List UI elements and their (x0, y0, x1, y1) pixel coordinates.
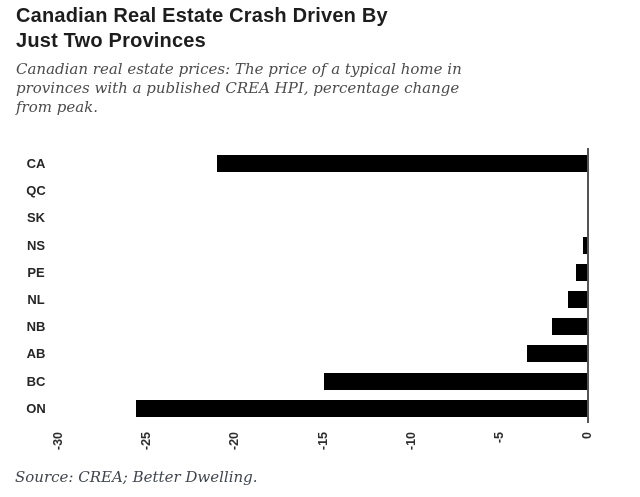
bar-pe (576, 263, 587, 281)
chart-rows: CA QC SK NS PE NL NB AB BC ON (26, 150, 587, 422)
y-axis-label-sk: SK (26, 210, 46, 226)
y-axis-label-on: ON (26, 400, 46, 416)
y-axis-label-qc: QC (26, 183, 46, 199)
x-axis-ticks: -30 -25 -20 -15 -10 -5 0 (51, 432, 594, 466)
chart-row-nl: NL (27, 286, 587, 313)
chart-row-qc: QC (26, 177, 587, 204)
x-tick--15: -15 (308, 432, 338, 466)
chart-row-ns: NS (27, 232, 587, 259)
y-axis-label-nl: NL (27, 292, 45, 308)
bar-nb (551, 318, 587, 336)
x-tick-label: -20 (227, 432, 242, 451)
x-tick-label: -30 (51, 432, 65, 451)
bar-nl (567, 291, 587, 309)
chart-row-nb: NB (27, 313, 587, 340)
chart-row-pe: PE (27, 259, 587, 286)
chart-subtitle-line-3: from peak. (16, 98, 99, 116)
x-tick-label: -5 (491, 432, 506, 444)
x-tick--10: -10 (396, 432, 426, 466)
x-tick-label: -15 (315, 432, 330, 451)
x-tick--20: -20 (219, 432, 249, 466)
bar-chart: CA QC SK NS PE NL NB AB BC ON -30 -25 -20 -15 -10 -5 0 (0, 148, 640, 468)
bar-on (135, 399, 587, 417)
source-caption: Source: CREA; Better Dwelling. (15, 468, 258, 486)
y-axis-label-ab: AB (26, 346, 46, 362)
x-tick--30: -30 (43, 432, 73, 466)
x-tick-label: 0 (580, 432, 594, 439)
y-axis-label-nb: NB (26, 319, 46, 335)
bar-ca (216, 155, 587, 173)
chart-subtitle-line-2: provinces with a published CREA HPI, per… (16, 79, 460, 97)
bar-ns (583, 236, 587, 254)
y-axis-label-pe: PE (27, 264, 45, 280)
chart-title-line-2: Just Two Provinces (16, 30, 206, 52)
chart-row-sk: SK (27, 204, 587, 231)
x-tick-label: -25 (139, 432, 154, 451)
x-tick--5: -5 (484, 432, 514, 466)
x-tick--25: -25 (131, 432, 161, 466)
chart-row-bc: BC (27, 368, 587, 395)
y-axis-label-ca: CA (26, 156, 46, 172)
y-axis-label-ns: NS (26, 237, 46, 253)
x-tick-0: 0 (572, 432, 602, 466)
chart-row-ca: CA (27, 150, 587, 177)
bar-bc (324, 372, 587, 390)
chart-subtitle-line-1: Canadian real estate prices: The price o… (16, 60, 462, 78)
x-tick-label: -10 (403, 432, 418, 451)
bar-ab (527, 345, 587, 363)
chart-row-on: ON (26, 395, 587, 422)
chart-title: Canadian Real Estate Crash Driven By Jus… (16, 4, 486, 54)
zero-axis-line (587, 148, 589, 423)
chart-title-line-1: Canadian Real Estate Crash Driven By (16, 5, 388, 27)
chart-subtitle: Canadian real estate prices: The price o… (16, 60, 486, 117)
y-axis-label-bc: BC (26, 373, 46, 389)
chart-row-ab: AB (27, 340, 587, 367)
